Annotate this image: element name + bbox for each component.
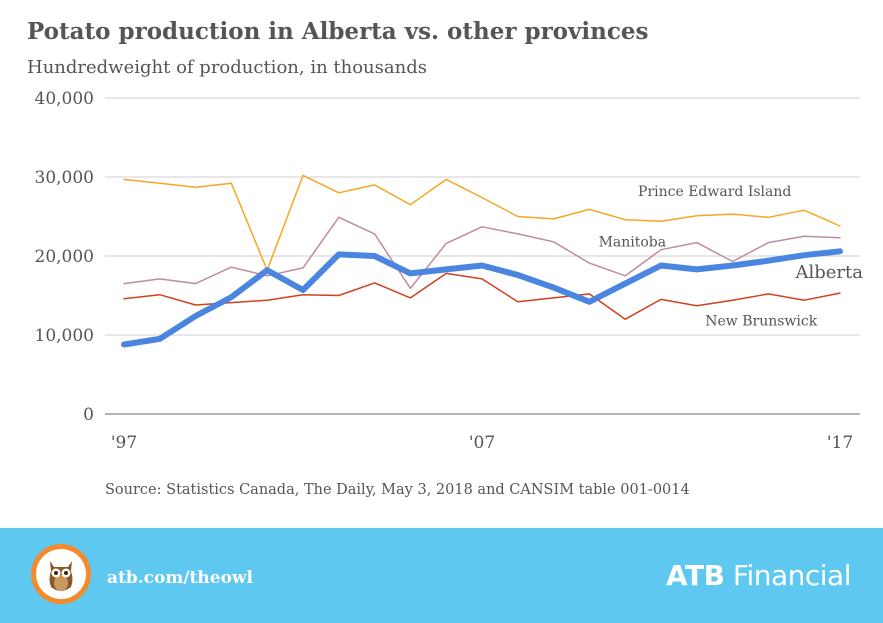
source-note: Source: Statistics Canada, The Daily, Ma…: [105, 482, 690, 498]
x-tick-label: '07: [469, 433, 495, 453]
owl-logo: [31, 544, 91, 604]
footer-bar: atb.com/theowl ATB Financial: [0, 528, 883, 623]
y-tick-label: 40,000: [35, 89, 94, 109]
brand-rest: Financial: [724, 559, 852, 592]
owl-icon: [49, 561, 73, 591]
y-axis-tick-labels: 0 10,000 20,000 30,000 40,000: [35, 89, 94, 425]
chart-title: Potato production in Alberta vs. other p…: [27, 18, 649, 45]
y-tick-label: 10,000: [35, 326, 94, 346]
series-label: New Brunswick: [705, 314, 817, 330]
series-line: [123, 216, 841, 290]
series-label: Manitoba: [599, 235, 667, 251]
chart-series-lines: [121, 174, 843, 348]
chart-series-labels: Prince Edward Island Manitoba Alberta New B…: [599, 184, 864, 330]
chart-gridlines: [105, 97, 860, 415]
atb-financial-logo: ATB Financial: [666, 559, 851, 592]
series-line: [121, 248, 843, 348]
series-line: [123, 174, 841, 271]
footer-link[interactable]: atb.com/theowl: [107, 568, 254, 588]
x-tick-label: '17: [827, 433, 853, 453]
chart-subtitle: Hundredweight of production, in thousand…: [27, 57, 427, 78]
owl-logo-inner: [36, 549, 86, 599]
y-tick-label: 20,000: [35, 247, 94, 267]
x-tick-label: '97: [111, 433, 137, 453]
brand-bold: ATB: [666, 559, 725, 592]
series-line: [123, 272, 841, 320]
y-tick-label: 30,000: [35, 168, 94, 188]
line-chart: 0 10,000 20,000 30,000 40,000 '97 '07 '17 Prin…: [35, 89, 864, 453]
x-axis-tick-labels: '97 '07 '17: [111, 433, 853, 453]
series-label: Prince Edward Island: [638, 184, 791, 200]
series-label: Alberta: [795, 262, 864, 283]
y-tick-label: 0: [83, 405, 94, 425]
